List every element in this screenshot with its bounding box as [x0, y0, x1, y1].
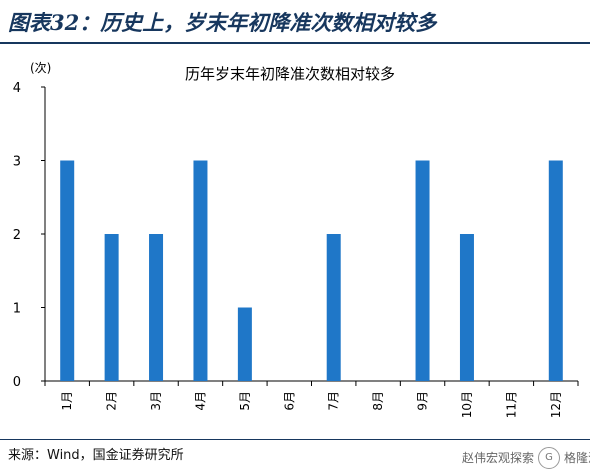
- bar-4: [193, 160, 208, 381]
- bar-5: [237, 307, 252, 381]
- watermark-logo-icon: G: [538, 446, 561, 469]
- bar-2: [104, 234, 119, 381]
- x-tick-label: 3月: [149, 391, 163, 411]
- x-tick-label: 1月: [60, 391, 74, 411]
- chart-title: 历年岁末年初降准次数相对较多: [185, 65, 395, 83]
- y-tick-label: 2: [13, 228, 21, 243]
- x-tick-labels: 1月 2月 3月 4月 5月 6月 7月 8月 9月 10月 11月 12月: [60, 391, 563, 418]
- x-tick-label: 5月: [238, 391, 252, 411]
- bar-1: [60, 160, 75, 381]
- x-tick-label: 9月: [416, 391, 430, 411]
- bar-7: [326, 234, 341, 381]
- source-note: 来源：Wind，国金证券研究所: [8, 448, 184, 463]
- watermark-badge-text: 格隆汇: [564, 451, 590, 465]
- x-tick-label: 10月: [460, 391, 474, 418]
- y-tick-label: 3: [13, 155, 21, 170]
- watermark: 赵伟宏观探索 G 格隆汇: [462, 444, 590, 471]
- watermark-text: 赵伟宏观探索: [462, 451, 535, 465]
- y-tick-label: 4: [13, 81, 21, 96]
- bar-3: [149, 234, 164, 381]
- axes-group: 0 1 2 3 4: [13, 81, 579, 390]
- x-tick-label: 4月: [193, 391, 207, 411]
- bar-chart: 历年岁末年初降准次数相对较多 (次) 0 1 2 3 4 1月 2月 3月 4月 5月 6月 7月 8…: [13, 61, 579, 418]
- x-tick-label: 7月: [327, 391, 341, 411]
- bar-9: [415, 160, 430, 381]
- y-tick-label: 0: [13, 375, 21, 390]
- footer-rule: [0, 439, 590, 440]
- heading-rule: [0, 42, 590, 44]
- bar-10: [459, 234, 474, 381]
- bar-12: [548, 160, 563, 381]
- figure-heading: 图表32：历史上，岁末年初降准次数相对较多: [8, 10, 437, 35]
- y-tick-label: 1: [13, 302, 21, 317]
- y-axis-unit-label: (次): [30, 61, 51, 75]
- x-tick-label: 6月: [282, 391, 296, 411]
- x-tick-label: 8月: [371, 391, 385, 411]
- x-tick-label: 2月: [105, 391, 119, 411]
- x-tick-label: 12月: [549, 391, 563, 418]
- x-tick-label: 11月: [504, 391, 518, 418]
- bars-group: [60, 160, 563, 381]
